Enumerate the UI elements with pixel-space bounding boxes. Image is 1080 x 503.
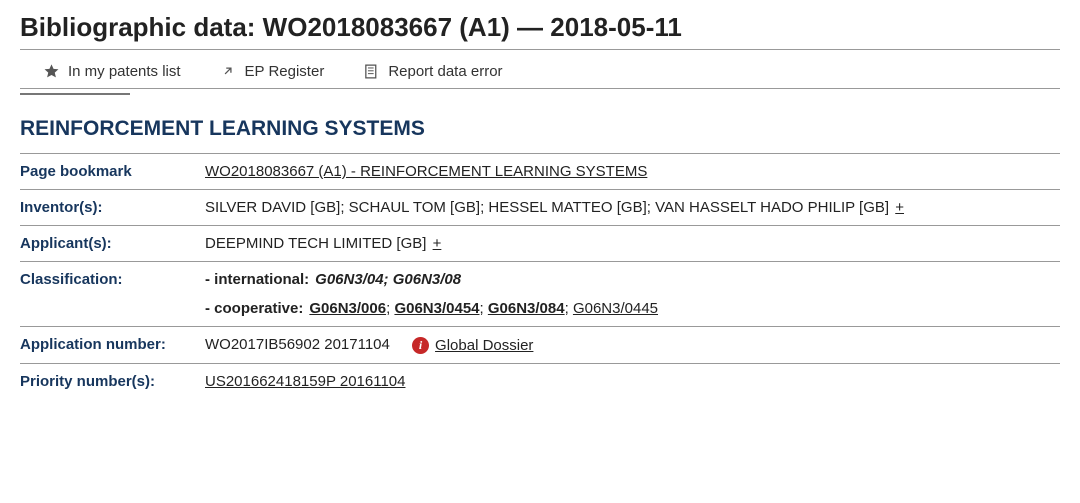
classification-cooperative-values: G06N3/006; G06N3/0454; G06N3/084; G06N3/… (309, 300, 658, 317)
row-applicants: Applicant(s): DEEPMIND TECH LIMITED [GB]… (20, 226, 1060, 262)
report-icon (362, 62, 380, 80)
toolbar-label: EP Register (245, 63, 325, 80)
inventors-text: SILVER DAVID [GB]; SCHAUL TOM [GB]; HESS… (205, 199, 893, 216)
bibliographic-table: Page bookmark WO2018083667 (A1) - REINFO… (20, 153, 1060, 399)
classification-international-value: G06N3/04; G06N3/08 (315, 271, 461, 288)
divider (20, 49, 1060, 50)
cpc-code-link[interactable]: G06N3/006 (309, 300, 386, 317)
page-title: Bibliographic data: WO2018083667 (A1) ― … (20, 12, 1060, 43)
report-data-error-button[interactable]: Report data error (362, 62, 502, 80)
external-link-icon (219, 62, 237, 80)
row-priority-numbers: Priority number(s): US201662418159P 2016… (20, 363, 1060, 399)
field-label: Priority number(s): (20, 363, 205, 399)
field-label: Classification: (20, 262, 205, 327)
ep-register-button[interactable]: EP Register (219, 62, 325, 80)
toolbar-label: In my patents list (68, 63, 181, 80)
row-inventors: Inventor(s): SILVER DAVID [GB]; SCHAUL T… (20, 190, 1060, 226)
page-bookmark-link[interactable]: WO2018083667 (A1) - REINFORCEMENT LEARNI… (205, 163, 647, 180)
document-title: REINFORCEMENT LEARNING SYSTEMS (20, 117, 1060, 141)
row-application-number: Application number: WO2017IB56902 201711… (20, 327, 1060, 364)
applicants-text: DEEPMIND TECH LIMITED [GB] (205, 235, 431, 252)
global-dossier-link[interactable]: i Global Dossier (412, 337, 533, 354)
separator: ; (480, 300, 488, 317)
classification-cooperative-label: - cooperative: (205, 300, 303, 317)
star-icon (42, 62, 60, 80)
field-label: Applicant(s): (20, 226, 205, 262)
cpc-code-link[interactable]: G06N3/0445 (573, 300, 658, 317)
in-my-patents-list-button[interactable]: In my patents list (42, 62, 181, 80)
cpc-code-link[interactable]: G06N3/0454 (394, 300, 479, 317)
row-classification: Classification: - international: G06N3/0… (20, 262, 1060, 327)
info-icon: i (412, 337, 429, 354)
priority-number-link[interactable]: US201662418159P 20161104 (205, 373, 405, 390)
global-dossier-label: Global Dossier (435, 337, 533, 354)
cpc-code-link[interactable]: G06N3/084 (488, 300, 565, 317)
divider (20, 88, 1060, 89)
tab-indicator (20, 93, 130, 95)
toolbar-label: Report data error (388, 63, 502, 80)
expand-applicants-button[interactable]: + (431, 235, 444, 252)
field-label: Inventor(s): (20, 190, 205, 226)
toolbar: In my patents list EP Register Report da… (20, 56, 1060, 86)
separator: ; (565, 300, 573, 317)
field-label: Application number: (20, 327, 205, 364)
expand-inventors-button[interactable]: + (893, 199, 906, 216)
field-label: Page bookmark (20, 154, 205, 190)
row-page-bookmark: Page bookmark WO2018083667 (A1) - REINFO… (20, 154, 1060, 190)
application-number-value: WO2017IB56902 20171104 (205, 336, 390, 353)
classification-international-label: - international: (205, 271, 309, 288)
